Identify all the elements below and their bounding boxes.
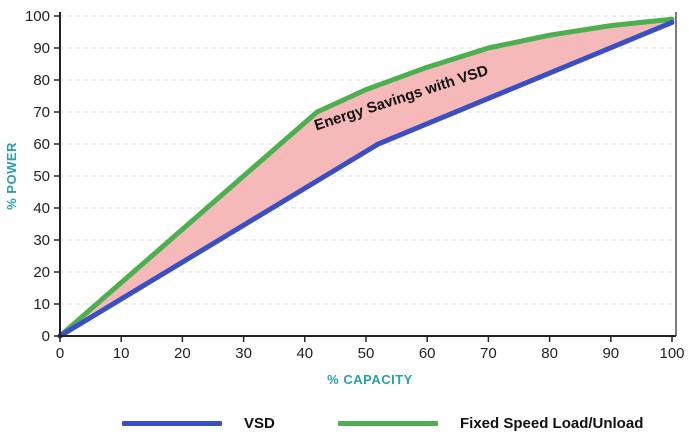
x-tick-label-0: 0 (56, 345, 64, 362)
legend-label-vsd: VSD (244, 414, 275, 432)
x-tick-label-70: 70 (480, 345, 497, 362)
series-line-vsd (57, 19, 675, 339)
y-tick-labels: 0 10 20 30 40 50 60 70 80 90 100 (25, 8, 50, 345)
x-tick-label-40: 40 (296, 345, 313, 362)
x-tick-label-30: 30 (235, 345, 252, 362)
y-tick-label-0: 0 (42, 328, 50, 345)
x-tick-label-50: 50 (358, 345, 375, 362)
energy-savings-fill (60, 19, 672, 336)
x-tick-label-20: 20 (174, 345, 191, 362)
x-tick-label-90: 90 (602, 345, 619, 362)
legend-swatch-fixed-speed (338, 420, 438, 426)
y-tick-label-60: 60 (33, 136, 50, 153)
y-tick-label-20: 20 (33, 264, 50, 281)
x-tick-label-80: 80 (541, 345, 558, 362)
energy-savings-area (60, 19, 672, 336)
y-tick-label-50: 50 (33, 168, 50, 185)
y-tick-label-40: 40 (33, 200, 50, 217)
legend-item-vsd: VSD (122, 410, 275, 436)
y-tick-label-100: 100 (25, 8, 50, 25)
y-tick-label-90: 90 (33, 40, 50, 57)
series-line-fixed-speed (57, 16, 675, 339)
series-lines (57, 16, 675, 339)
x-tick-label-10: 10 (113, 345, 130, 362)
legend-label-fixed-speed: Fixed Speed Load/Unload (460, 414, 644, 432)
x-tick-label-100: 100 (659, 345, 684, 362)
x-axis-title: % CAPACITY (327, 372, 413, 387)
x-tick-labels: 0 10 20 30 40 50 60 70 80 90 100 (56, 345, 685, 362)
y-tick-label-70: 70 (33, 104, 50, 121)
legend-swatch-vsd (122, 420, 222, 426)
legend-item-fixed-speed: Fixed Speed Load/Unload (338, 410, 643, 436)
y-tick-label-30: 30 (33, 232, 50, 249)
y-axis-title: % POWER (4, 142, 19, 210)
chart: 0 10 20 30 40 50 60 70 80 90 100 0 10 20 30 40 50 60 70 80… (4, 8, 685, 387)
y-tick-label-80: 80 (33, 72, 50, 89)
x-tick-label-60: 60 (419, 345, 436, 362)
y-tick-label-10: 10 (33, 296, 50, 313)
legend: VSD Fixed Speed Load/Unload (0, 410, 689, 436)
axes (54, 12, 677, 342)
